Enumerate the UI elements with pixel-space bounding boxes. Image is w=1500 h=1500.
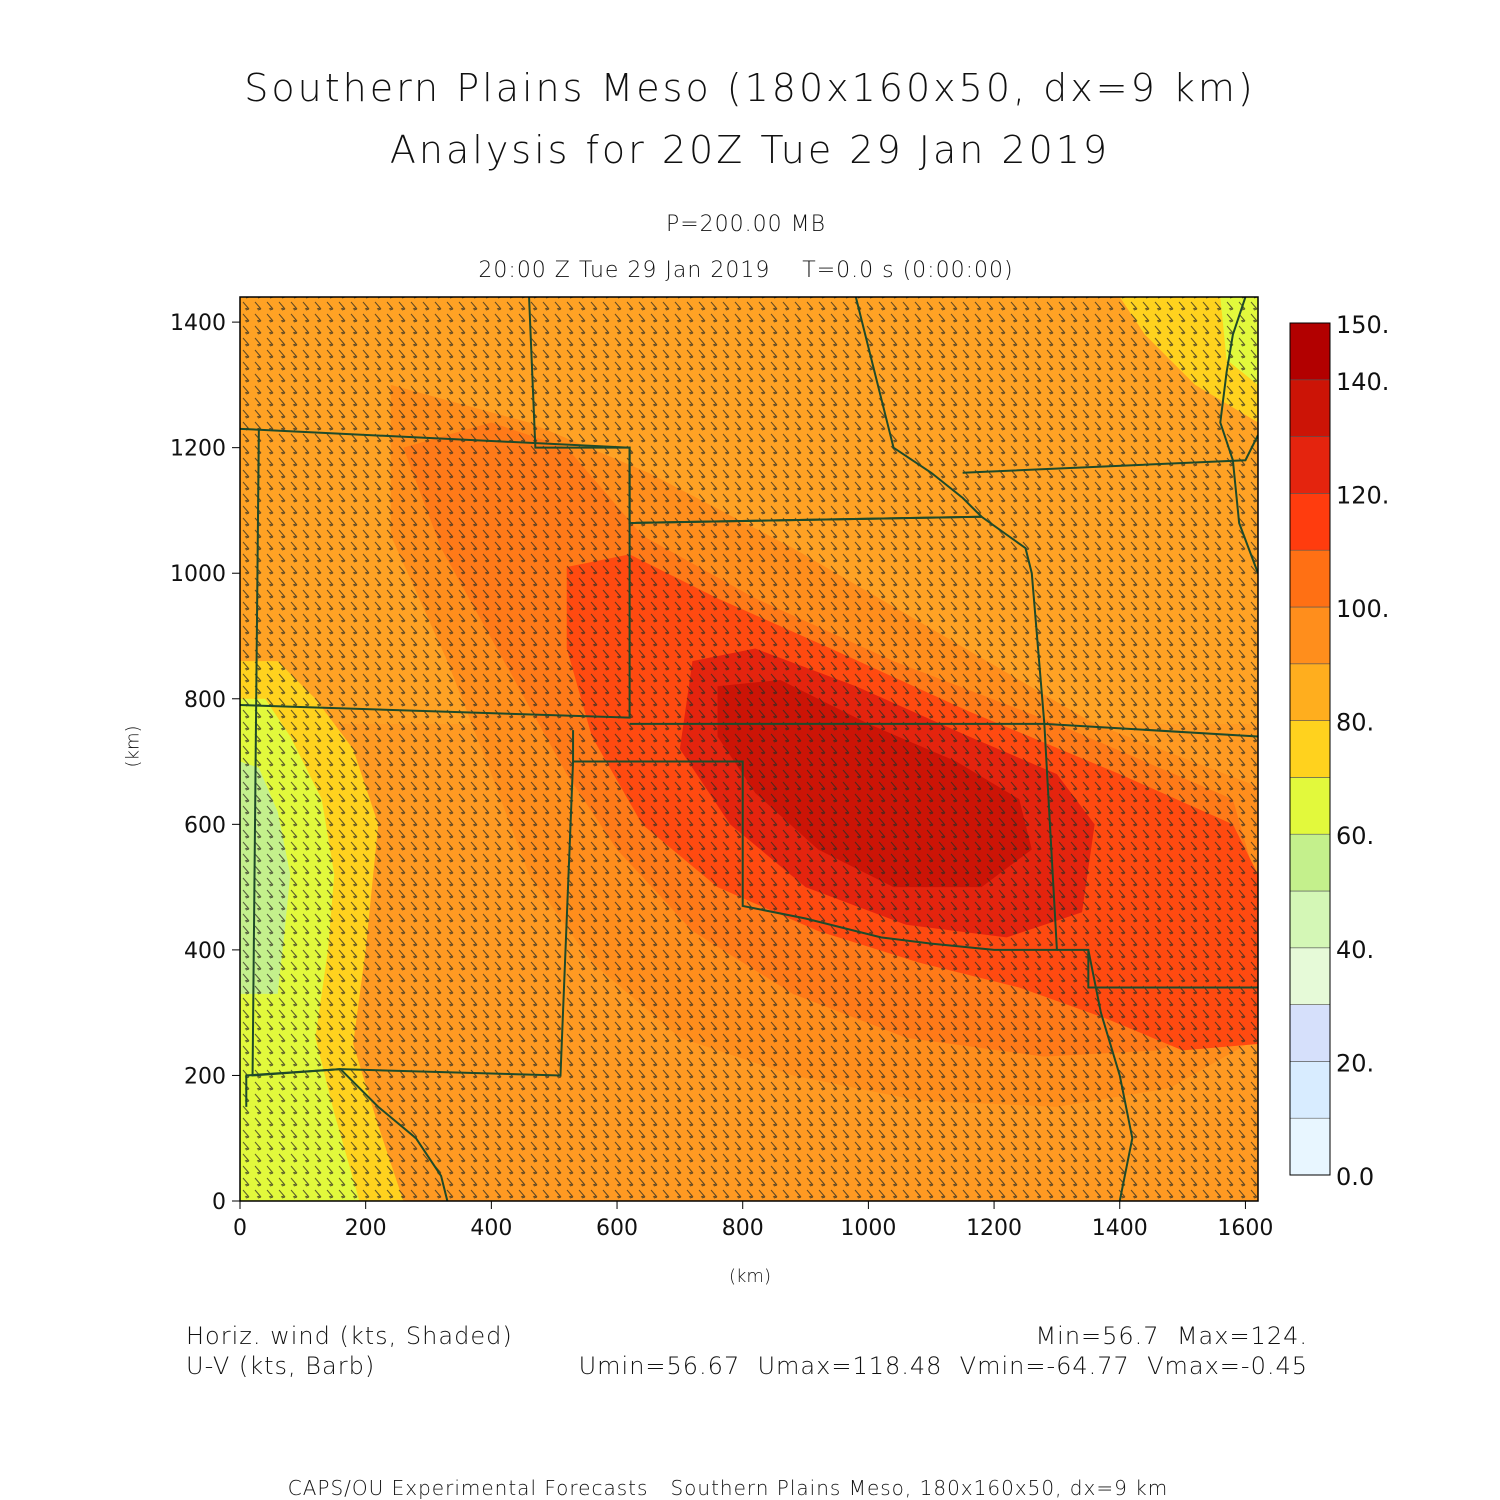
colorbar-label: 20. — [1336, 1049, 1374, 1077]
colorbar-label: 150. — [1336, 311, 1389, 339]
colorbar-band — [1289, 322, 1331, 381]
mississippi-river — [1219, 297, 1258, 574]
x-tick-label: 800 — [722, 1216, 764, 1241]
south-texas — [339, 1068, 449, 1201]
colorbar-band — [1289, 663, 1331, 721]
colorbar-band — [1289, 890, 1331, 949]
x-tick-label: 200 — [345, 1216, 387, 1241]
y-tick-label: 1200 — [170, 437, 226, 462]
shaded-variable-label: Horiz. wind (kts, Shaded) — [186, 1322, 513, 1350]
y-tick-label: 0 — [212, 1190, 226, 1215]
arkansas-border — [1056, 948, 1258, 989]
y-tick-label: 400 — [184, 939, 226, 964]
x-tick-label: 400 — [470, 1216, 512, 1241]
chart-title-line2: Analysis for 20Z Tue 29 Jan 2019 — [389, 128, 1111, 172]
colorbar-band — [1289, 947, 1331, 1005]
colorbar-band — [1289, 833, 1331, 892]
colorbar-band — [1289, 720, 1331, 778]
x-tick-label: 1000 — [840, 1216, 896, 1241]
colorbar-label: 140. — [1336, 368, 1389, 396]
valid-time-label: 20:00 Z Tue 29 Jan 2019 T=0.0 s (0:00:00… — [478, 258, 1014, 283]
nebraska-border — [528, 297, 984, 525]
x-axis-unit: (km) — [728, 1266, 771, 1287]
colorbar-band — [1289, 379, 1331, 437]
colorbar-label: 60. — [1336, 822, 1374, 850]
plot-frame — [239, 296, 1259, 1202]
colorbar-label: 0.0 — [1336, 1163, 1374, 1191]
x-tick-label: 0 — [233, 1216, 247, 1241]
x-tick-label: 1600 — [1217, 1216, 1273, 1241]
y-tick-label: 1000 — [170, 562, 226, 587]
new-mexico-border — [251, 428, 341, 1077]
oklahoma-border — [572, 723, 1058, 951]
y-tick-label: 1400 — [170, 311, 226, 336]
colorbar-band — [1289, 493, 1331, 551]
colorbar-frame — [1289, 322, 1331, 1176]
y-tick-label: 800 — [184, 688, 226, 713]
plot-area — [240, 297, 1258, 1201]
footer-credit: CAPS/OU Experimental Forecasts Southern … — [287, 1476, 1169, 1500]
x-tick-label: 600 — [596, 1216, 638, 1241]
wind-barbs-layer — [240, 297, 1258, 1201]
colorbar-label: 40. — [1336, 936, 1374, 964]
x-tick-label: 1200 — [966, 1216, 1022, 1241]
pressure-level-label: P=200.00 MB — [665, 212, 827, 237]
colorbar-band — [1289, 1117, 1331, 1176]
texas-east-river — [1087, 949, 1134, 1201]
colorbar-band — [1289, 1061, 1331, 1119]
uv-stats: Umin=56.67 Umax=118.48 Vmin=-64.77 Vmax=… — [578, 1352, 1308, 1380]
y-tick-label: 600 — [184, 813, 226, 838]
colorbar-label: 80. — [1336, 709, 1374, 737]
y-axis: 0 200 400 600 800 1000 1200 1400 — [170, 311, 240, 1215]
x-tick-label: 1400 — [1092, 1216, 1148, 1241]
colorbar-band — [1289, 1004, 1331, 1062]
colorbar-band — [1289, 606, 1331, 665]
iowa-border — [962, 434, 1258, 474]
x-axis: 0 200 400 600 800 1000 1200 1400 1600 — [233, 1201, 1273, 1241]
missouri-border — [1044, 722, 1258, 738]
min-max-stats: Min=56.7 Max=124. — [1035, 1322, 1308, 1350]
y-axis-unit: (km) — [122, 725, 144, 768]
colorbar-band — [1289, 549, 1331, 608]
colorbar-label: 120. — [1336, 481, 1389, 509]
state-boundaries — [240, 297, 1258, 1201]
colorbar-band — [1289, 777, 1331, 835]
colorbar: 150. 140. 120. 100. 80. 60. 40. 20. 0.0 — [1289, 311, 1389, 1191]
colorbar-band — [1289, 436, 1331, 494]
chart-title-line1: Southern Plains Meso (180x160x50, dx=9 k… — [244, 66, 1256, 110]
barb-variable-label: U-V (kts, Barb) — [186, 1352, 376, 1380]
colorado-border — [240, 427, 631, 719]
colorbar-label: 100. — [1336, 595, 1389, 623]
y-tick-label: 200 — [184, 1064, 226, 1089]
